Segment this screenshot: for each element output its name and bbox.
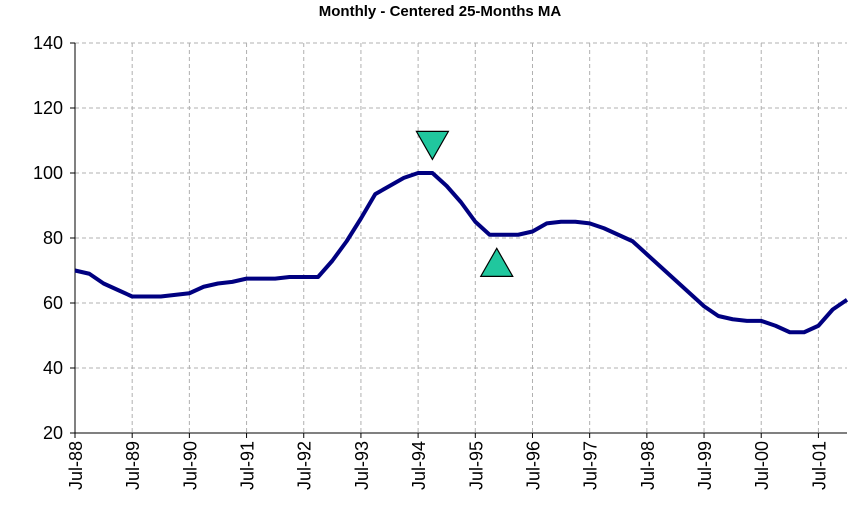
x-tick-label: Jul-99: [695, 441, 715, 490]
marker: [479, 247, 514, 277]
y-tick-label: 120: [33, 98, 63, 118]
x-tick-label: Jul-93: [352, 441, 372, 490]
x-tick-label: Jul-97: [581, 441, 601, 490]
x-tick-label: Jul-92: [295, 441, 315, 490]
x-tick-label: Jul-95: [466, 441, 486, 490]
x-tick-label: Jul-98: [638, 441, 658, 490]
x-tick-label: Jul-00: [752, 441, 772, 490]
marker: [415, 130, 450, 161]
y-tick-label: 80: [43, 228, 63, 248]
x-tick-label: Jul-94: [409, 441, 429, 490]
data-line: [74, 171, 848, 335]
x-tick-label: Jul-90: [180, 441, 200, 490]
x-tick-label: Jul-91: [238, 441, 258, 490]
y-tick-label: 140: [33, 33, 63, 53]
chart-title: Monthly - Centered 25-Months MA: [319, 3, 562, 20]
y-tick-label: 20: [43, 423, 63, 443]
x-tick-label: Jul-96: [523, 441, 543, 490]
x-tick-label: Jul-89: [123, 441, 143, 490]
y-tick-label: 100: [33, 163, 63, 183]
y-tick-label: 40: [43, 358, 63, 378]
x-tick-label: Jul-01: [809, 441, 829, 490]
y-tick-label: 60: [43, 293, 63, 313]
x-tick-label: Jul-88: [66, 441, 86, 490]
